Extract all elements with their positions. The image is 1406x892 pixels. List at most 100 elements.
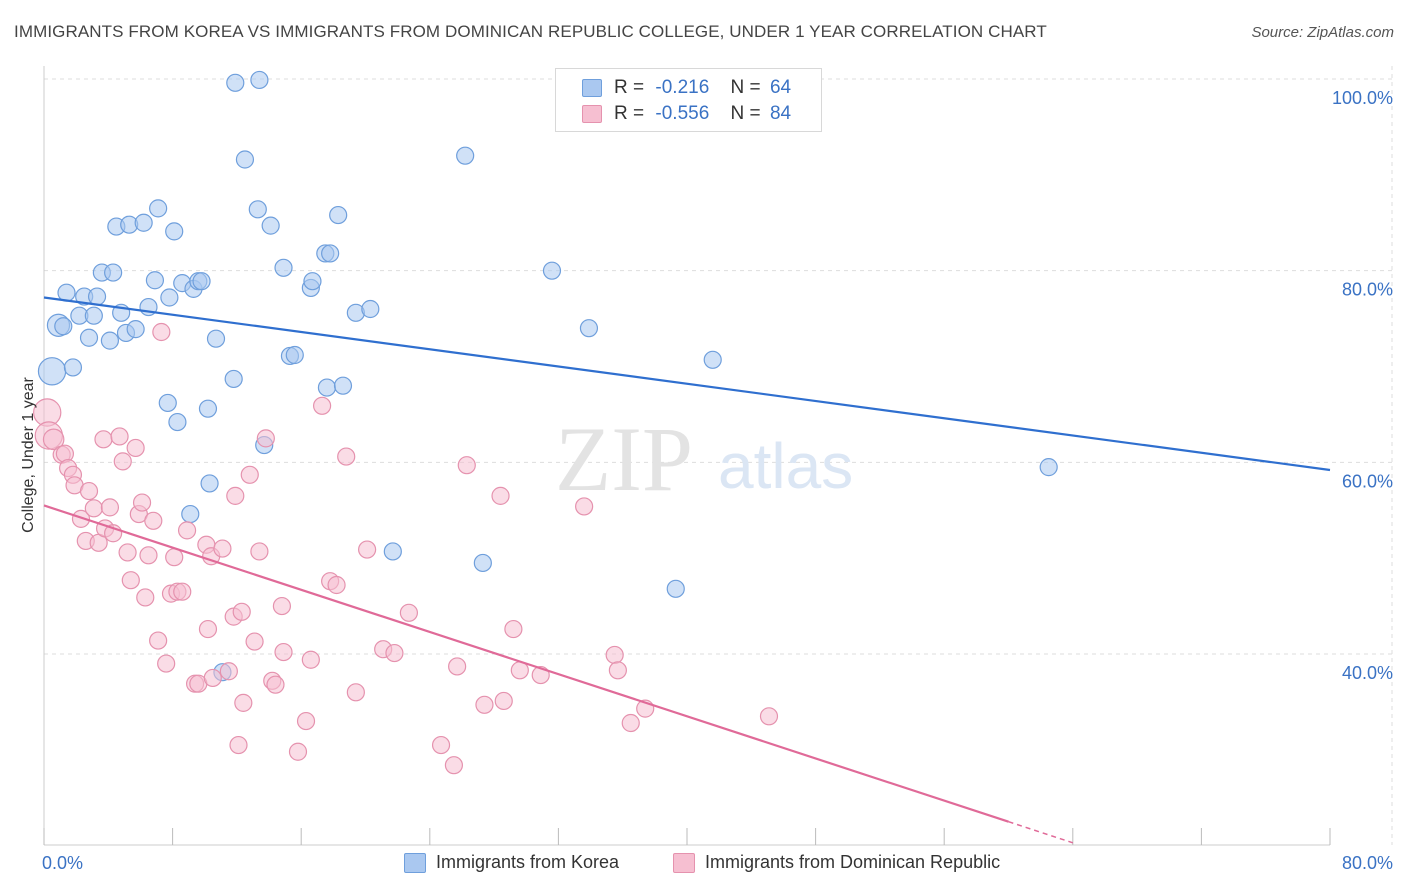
- dominican-point-75: [504, 619, 523, 639]
- dominican-point-51: [256, 429, 275, 448]
- dominican-swatch: [582, 105, 602, 123]
- dominican-point-70: [448, 657, 467, 676]
- dominican-point-49: [245, 632, 264, 651]
- korea-legend-swatch: [404, 853, 426, 873]
- dominican-point-58: [301, 650, 320, 669]
- dominican-r-value: -0.556: [655, 103, 710, 124]
- dominican-point-42: [219, 662, 238, 681]
- korea-point-30: [192, 272, 211, 291]
- korea-point-20: [145, 271, 165, 290]
- korea-point-8: [84, 306, 103, 325]
- korea-point-54: [383, 542, 402, 561]
- korea-point-35: [224, 369, 243, 389]
- korea-point-7: [79, 328, 99, 347]
- y-tick-label-60: 60.0%: [1342, 471, 1393, 491]
- axes: [43, 66, 1331, 846]
- korea-point-18: [134, 213, 153, 232]
- dominican-point-28: [152, 322, 171, 342]
- dominican-point-64: [358, 540, 377, 559]
- korea-trend-line: [43, 296, 1331, 472]
- dominican-point-50: [250, 542, 269, 561]
- dominican-point-71: [457, 456, 476, 475]
- dominican-r-label: R =: [614, 103, 645, 124]
- korea-r-label: R =: [614, 77, 645, 98]
- chart-title: IMMIGRANTS FROM KOREA VS IMMIGRANTS FROM…: [14, 22, 1047, 41]
- dominican-point-11: [84, 499, 103, 518]
- dominican-point-66: [385, 643, 404, 663]
- dominican-point-40: [203, 668, 222, 688]
- dominican-point-48: [240, 465, 259, 484]
- korea-point-53: [361, 299, 380, 319]
- korea-point-2: [54, 317, 73, 336]
- dominican-n-label: N =: [730, 103, 761, 124]
- korea-point-12: [104, 263, 123, 282]
- korea-n-label: N =: [730, 77, 761, 98]
- korea-point-49: [321, 244, 340, 263]
- dominican-point-55: [274, 642, 293, 662]
- dominican-point-78: [575, 497, 594, 516]
- dominican-point-46: [232, 602, 251, 621]
- korea-point-25: [168, 412, 187, 432]
- dominican-point-41: [213, 539, 232, 558]
- dominican-point-63: [346, 683, 365, 702]
- dominican-point-38: [198, 619, 218, 639]
- trend-lines: [43, 296, 1331, 844]
- korea-n-value: 64: [769, 77, 792, 98]
- y-tick-label-80: 80.0%: [1342, 280, 1393, 300]
- dominican-point-10: [79, 481, 99, 501]
- dominican-point-24: [136, 588, 155, 607]
- dominican-point-21: [126, 438, 145, 458]
- korea-point-55: [456, 146, 475, 165]
- dominican-point-45: [229, 735, 248, 755]
- korea-point-42: [274, 258, 293, 277]
- dominican-point-34: [177, 521, 197, 540]
- korea-point-50: [329, 205, 348, 225]
- korea-swatch: [582, 79, 602, 97]
- y-axis-label: College, Under 1 year: [20, 377, 37, 533]
- dominican-trend-line: [43, 504, 1009, 823]
- x-tick-label-min: 0.0%: [42, 853, 83, 873]
- dominican-point-44: [226, 486, 245, 505]
- korea-point-38: [248, 200, 267, 219]
- dominican-point-47: [234, 693, 253, 712]
- dominican-point-54: [272, 596, 292, 616]
- dominican-legend-label: Immigrants from Dominican Republic: [705, 852, 1001, 872]
- korea-legend-label: Immigrants from Korea: [436, 852, 620, 872]
- dominican-point-83: [759, 707, 779, 726]
- korea-r-value: -0.216: [655, 77, 710, 98]
- dominican-point-68: [431, 735, 451, 755]
- dominican-point-80: [608, 661, 627, 680]
- korea-point-23: [160, 288, 179, 307]
- dominican-point-20: [121, 571, 140, 590]
- korea-point-17: [126, 320, 145, 339]
- dominican-point-81: [621, 713, 640, 733]
- dominican-point-62: [337, 447, 356, 466]
- dominican-point-72: [475, 695, 494, 714]
- korea-point-27: [181, 504, 200, 524]
- watermark-atlas: atlas: [718, 430, 853, 502]
- korea-point-9: [87, 287, 107, 306]
- dominican-point-73: [491, 486, 510, 505]
- korea-point-33: [206, 329, 226, 348]
- source-credit: Source: ZipAtlas.com: [1251, 24, 1394, 41]
- tick-labels: 40.0% 60.0% 80.0% 100.0% 0.0% 80.0%: [42, 88, 1393, 873]
- y-tick-label-40: 40.0%: [1342, 663, 1393, 683]
- korea-point-48: [317, 378, 337, 397]
- dominican-point-26: [144, 511, 163, 530]
- korea-point-46: [303, 272, 322, 291]
- dominican-point-61: [327, 575, 346, 595]
- korea-point-51: [333, 376, 353, 395]
- dominican-point-59: [312, 396, 332, 415]
- dominican-point-56: [288, 742, 308, 761]
- korea-point-61: [1039, 458, 1058, 477]
- korea-point-58: [579, 319, 599, 338]
- korea-point-37: [235, 150, 255, 169]
- stats-legend: R = -0.216 N = 64 R = -0.556 N = 84: [555, 68, 822, 132]
- korea-point-60: [703, 350, 722, 369]
- korea-points: [37, 70, 1058, 682]
- korea-point-32: [200, 474, 219, 493]
- korea-point-57: [542, 261, 562, 280]
- dominican-legend-swatch: [673, 853, 695, 873]
- y-tick-label-100: 100.0%: [1332, 88, 1393, 108]
